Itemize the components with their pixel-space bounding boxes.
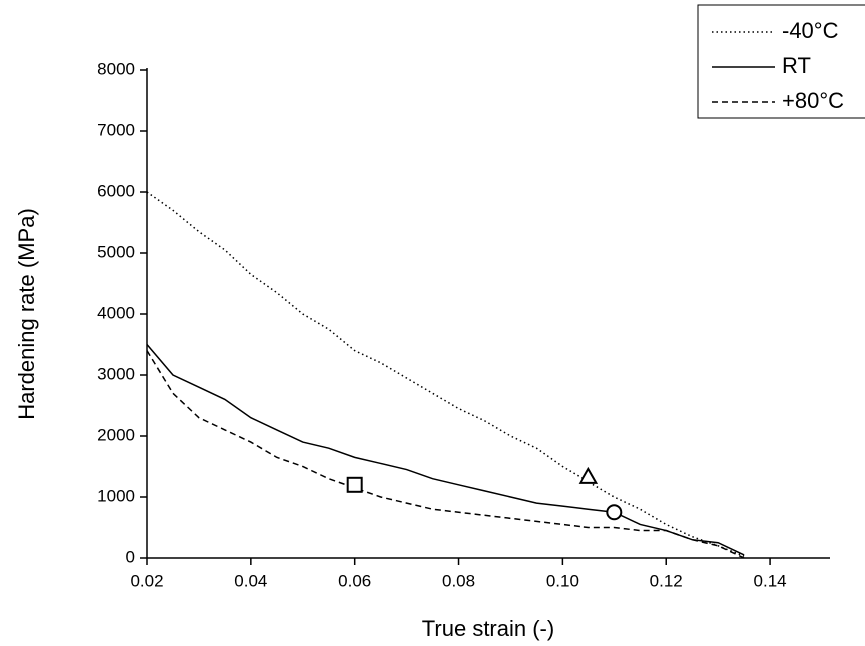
x-tick-label: 0.14: [754, 571, 787, 590]
marker-circle: [606, 504, 623, 521]
x-tick-label: 0.12: [650, 571, 683, 590]
x-tick-label: 0.06: [338, 571, 371, 590]
x-tick-label: 0.04: [234, 571, 267, 590]
series-line: [147, 345, 796, 557]
y-tick-label: 1000: [97, 486, 135, 505]
legend-label: RT: [782, 53, 811, 78]
y-tick-label: 0: [126, 547, 135, 566]
y-tick-label: 6000: [97, 181, 135, 200]
legend-box: [697, 4, 865, 119]
y-tick-label: 2000: [97, 425, 135, 444]
series-line: [146, 350, 745, 559]
x-tick-label: 0.02: [130, 571, 163, 590]
x-axis-label: True strain (-): [422, 616, 554, 641]
marker-square: [346, 476, 363, 493]
y-axis-label: Hardening rate (MPa): [14, 208, 39, 420]
series-line: [146, 191, 745, 557]
y-tick-label: 7000: [97, 120, 135, 139]
legend-label: -40°C: [782, 18, 839, 43]
y-tick-label: 8000: [97, 59, 135, 78]
y-tick-label: 5000: [97, 242, 135, 261]
y-tick-label: 4000: [97, 303, 135, 322]
x-tick-label: 0.08: [442, 571, 475, 590]
legend-label: +80°C: [782, 88, 844, 113]
y-tick-label: 3000: [97, 364, 135, 383]
x-tick-label: 0.10: [546, 571, 579, 590]
marker-triangle: [578, 466, 599, 484]
